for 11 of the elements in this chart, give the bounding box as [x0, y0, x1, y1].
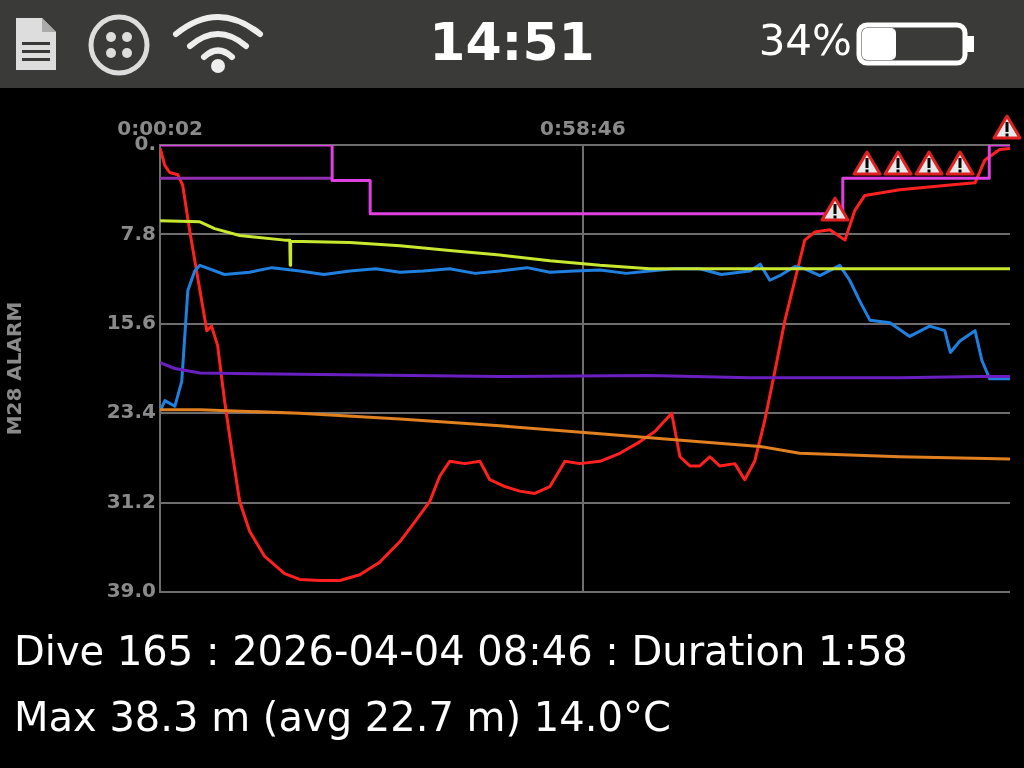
text: 14:51: [428, 12, 596, 72]
y-tick-label: 23.4: [106, 399, 156, 424]
y-tick-label: 15.6: [106, 310, 156, 334]
text: 34%: [757, 16, 852, 65]
text: Max 38.3 m (avg 22.7 m) 14.0°C: [14, 694, 671, 740]
y-tick-label: 31.2: [106, 488, 156, 513]
x-tick-label: 0:58:46: [540, 116, 626, 141]
text: Dive 165 : 2026-04-04 08:46 : Duration 1:58: [14, 628, 908, 674]
y-tick-label: 39.0: [106, 578, 156, 603]
y-tick-label: 7.8: [120, 220, 156, 245]
y-axis-title: M28 ALARM: [2, 301, 27, 436]
